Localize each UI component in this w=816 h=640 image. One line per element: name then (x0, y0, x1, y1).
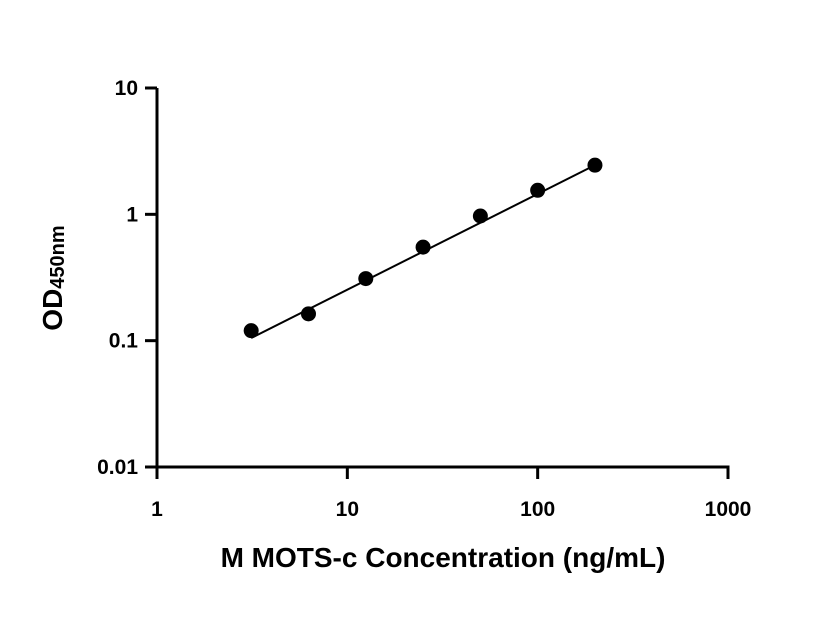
x-tick-label: 1 (151, 498, 163, 521)
x-tick-label: 10 (336, 498, 359, 521)
data-point (300, 306, 316, 322)
data-point (415, 239, 431, 255)
x-tick-label: 1000 (705, 498, 752, 521)
data-point (587, 157, 603, 173)
y-tick-label: 0.01 (97, 456, 138, 479)
axes: 0.01 0.1 1 10 1 10 100 1000 (97, 77, 751, 521)
y-axis-title-main: OD (37, 289, 68, 331)
y-axis-title: OD450nm (37, 225, 69, 330)
y-tick-label: 1 (126, 203, 138, 226)
data-point (358, 271, 374, 287)
data-point (530, 182, 546, 198)
data-point (243, 323, 259, 339)
data-point (472, 208, 488, 224)
y-tick-label: 10 (115, 77, 138, 100)
axis-labels: M MOTS-c Concentration (ng/mL) OD450nm (37, 225, 665, 573)
x-axis-title: M MOTS-c Concentration (ng/mL) (221, 542, 666, 573)
y-tick-label: 0.1 (109, 330, 139, 353)
data-points (243, 157, 603, 339)
y-axis-title-subscript: 450nm (47, 225, 69, 288)
x-tick-label: 100 (520, 498, 555, 521)
